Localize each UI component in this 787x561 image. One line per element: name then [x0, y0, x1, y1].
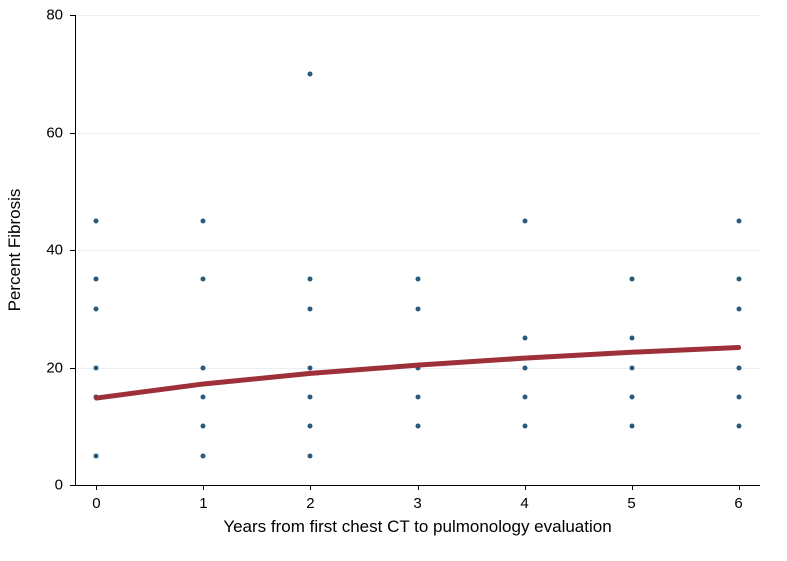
y-tick-mark: [70, 250, 75, 251]
x-tick-mark: [310, 485, 311, 490]
trend-line: [75, 15, 760, 485]
y-tick-mark: [70, 133, 75, 134]
y-tick-label: 0: [0, 477, 63, 494]
x-tick-mark: [203, 485, 204, 490]
y-tick-label: 40: [0, 242, 63, 259]
y-tick-mark: [70, 15, 75, 16]
y-tick-mark: [70, 368, 75, 369]
x-tick-label: 5: [627, 495, 635, 512]
y-axis-line: [75, 15, 76, 485]
y-tick-label: 60: [0, 124, 63, 141]
x-tick-label: 4: [520, 495, 528, 512]
x-tick-label: 1: [199, 495, 207, 512]
x-tick-label: 0: [92, 495, 100, 512]
y-tick-mark: [70, 485, 75, 486]
x-axis-label: Years from first chest CT to pulmonology…: [75, 517, 760, 537]
x-tick-label: 2: [306, 495, 314, 512]
x-tick-mark: [739, 485, 740, 490]
scatter-chart: Percent Fibrosis Years from first chest …: [0, 0, 787, 561]
x-tick-mark: [525, 485, 526, 490]
plot-area: [75, 15, 760, 485]
x-tick-mark: [96, 485, 97, 490]
y-tick-label: 20: [0, 359, 63, 376]
y-tick-label: 80: [0, 7, 63, 24]
x-tick-mark: [632, 485, 633, 490]
x-tick-mark: [418, 485, 419, 490]
x-tick-label: 6: [734, 495, 742, 512]
x-tick-label: 3: [413, 495, 421, 512]
